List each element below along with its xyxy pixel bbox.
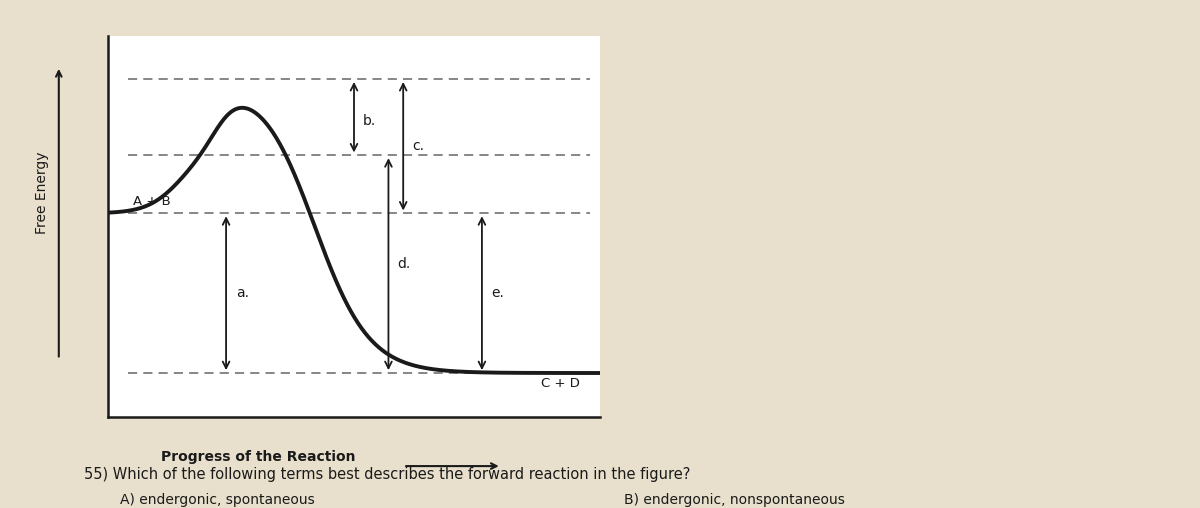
Text: d.: d. [397, 257, 410, 271]
Text: C + D: C + D [541, 376, 580, 390]
Text: 55) Which of the following terms best describes the forward reaction in the figu: 55) Which of the following terms best de… [84, 467, 690, 483]
Text: c.: c. [412, 139, 424, 153]
Text: Progress of the Reaction: Progress of the Reaction [161, 450, 355, 464]
Text: a.: a. [236, 286, 248, 300]
Text: A + B: A + B [132, 195, 170, 208]
Text: b.: b. [362, 114, 376, 128]
Text: e.: e. [491, 286, 504, 300]
Text: A) endergonic, spontaneous: A) endergonic, spontaneous [120, 493, 314, 507]
Text: Free Energy: Free Energy [35, 152, 49, 234]
Text: B) endergonic, nonspontaneous: B) endergonic, nonspontaneous [624, 493, 845, 507]
